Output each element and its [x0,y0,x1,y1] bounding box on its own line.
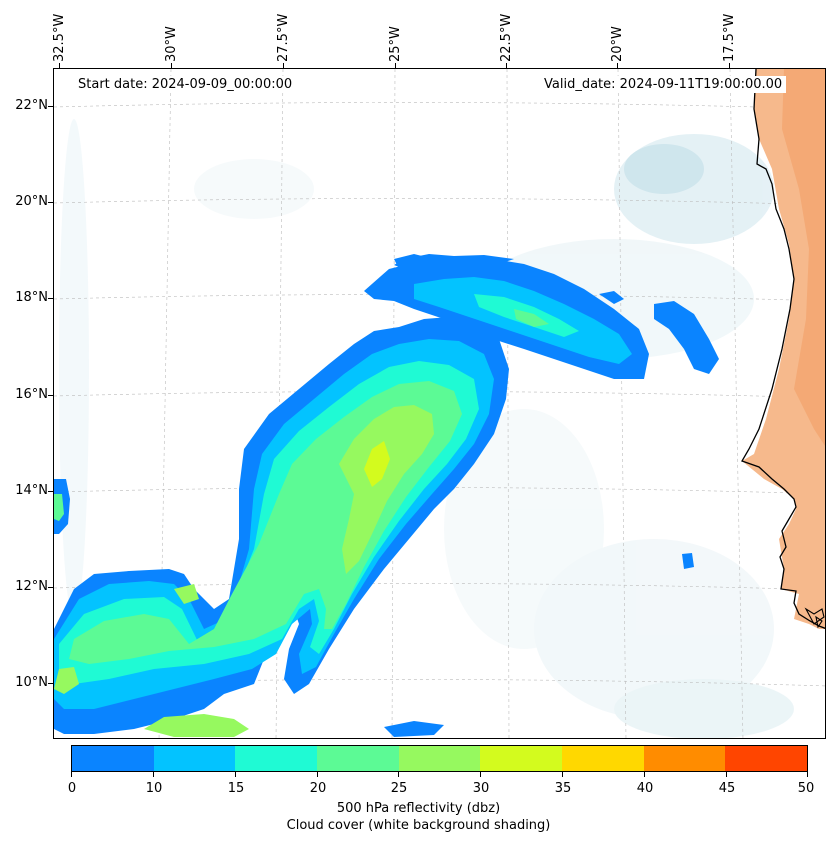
lon-label-27.5w: 27.5°W [276,13,291,62]
lat-tick [48,106,53,107]
lon-tick [171,63,172,68]
colorbar-tick-label: 10 [145,781,163,796]
colorbar-tick-label: 30 [472,781,490,796]
lat-label-14n: 14°N [15,483,48,498]
lon-label-22.5w: 22.5°W [499,13,514,62]
colorbar-tick [644,772,645,777]
colorbar-segment [643,746,726,771]
colorbar-segment [562,746,644,771]
colorbar-tick-label: 20 [309,781,327,796]
land-inner-shade [782,69,825,446]
lat-label-18n: 18°N [15,290,48,305]
map-panel [53,68,826,739]
lat-tick [48,298,53,299]
colorbar-segment [317,746,399,771]
reflectivity-east-cell [599,291,719,374]
map-canvas [54,69,825,738]
lat-tick [48,202,53,203]
colorbar-label-line1: 500 hPa reflectivity (dbz) [336,801,501,816]
colorbar-tick-label: 15 [227,781,245,796]
lat-tick [48,683,53,684]
colorbar-tick [235,772,236,777]
colorbar-tick-label: 40 [636,781,654,796]
lon-label-17.5w: 17.5°W [722,13,737,62]
colorbar-segment [72,746,154,771]
lat-label-22n: 22°N [15,98,48,113]
parallel-20n [54,198,825,206]
lon-label-30w: 30°W [164,26,179,62]
colorbar-segment [153,746,236,771]
lon-tick [283,63,284,68]
colorbar-tick-label: 0 [67,781,77,796]
colorbar-label-line2: Cloud cover (white background shading) [286,818,551,833]
lon-label-25w: 25°W [388,26,403,62]
colorbar-tick-label: 35 [554,781,572,796]
reflectivity-west-cell-inner [54,494,64,521]
lat-tick [48,395,53,396]
reflectivity-top-cell [394,254,514,273]
coastline [741,69,825,629]
colorbar-tick-label: 25 [390,781,408,796]
lon-tick [395,63,396,68]
lon-tick [59,63,60,68]
colorbar-segment [480,746,563,771]
reflectivity-band-30-35 [364,441,390,487]
valid-date-text: Valid_date: 2024-09-11T19:00:00.00 [540,76,787,93]
lon-tick [729,63,730,68]
lat-label-20n: 20°N [15,194,48,209]
colorbar-segment [725,746,808,771]
coastline-islands [804,607,825,629]
colorbar-tick [317,772,318,777]
reflectivity-band-25-30 [54,405,434,737]
start-date-text: Start date: 2024-09-09_00:00:00 [74,76,297,93]
meridian-25w [391,69,396,738]
lat-tick [48,491,53,492]
lon-tick [506,63,507,68]
colorbar-tick-label: 45 [718,781,736,796]
parallel-22n [54,102,825,110]
lat-label-12n: 12°N [15,579,48,594]
colorbar-tick [71,772,72,777]
colorbar-tick [807,772,808,777]
meridian-20w [617,69,627,738]
cloud-cover-shading [59,119,794,738]
colorbar-tick [562,772,563,777]
lon-label-20w: 20°W [610,26,625,62]
colorbar-tick [726,772,727,777]
colorbar-segment [398,746,481,771]
colorbar-tick-label: 50 [797,781,815,796]
lat-label-16n: 16°N [15,387,48,402]
meridian-17.5w [729,69,744,738]
reflectivity-bottom-cell [384,721,444,737]
reflectivity-upper-20-25 [514,309,549,327]
reflectivity-field [54,254,719,737]
colorbar [71,745,808,772]
colorbar-tick [480,772,481,777]
lon-label-32.5w: 32.5°W [52,13,67,62]
reflectivity-small-cell [682,553,694,569]
lon-tick [617,63,618,68]
lat-label-10n: 10°N [15,675,48,690]
colorbar-segment [235,746,318,771]
lat-tick [48,587,53,588]
colorbar-tick [398,772,399,777]
meridian-22.5w [506,69,510,738]
colorbar-tick [153,772,154,777]
